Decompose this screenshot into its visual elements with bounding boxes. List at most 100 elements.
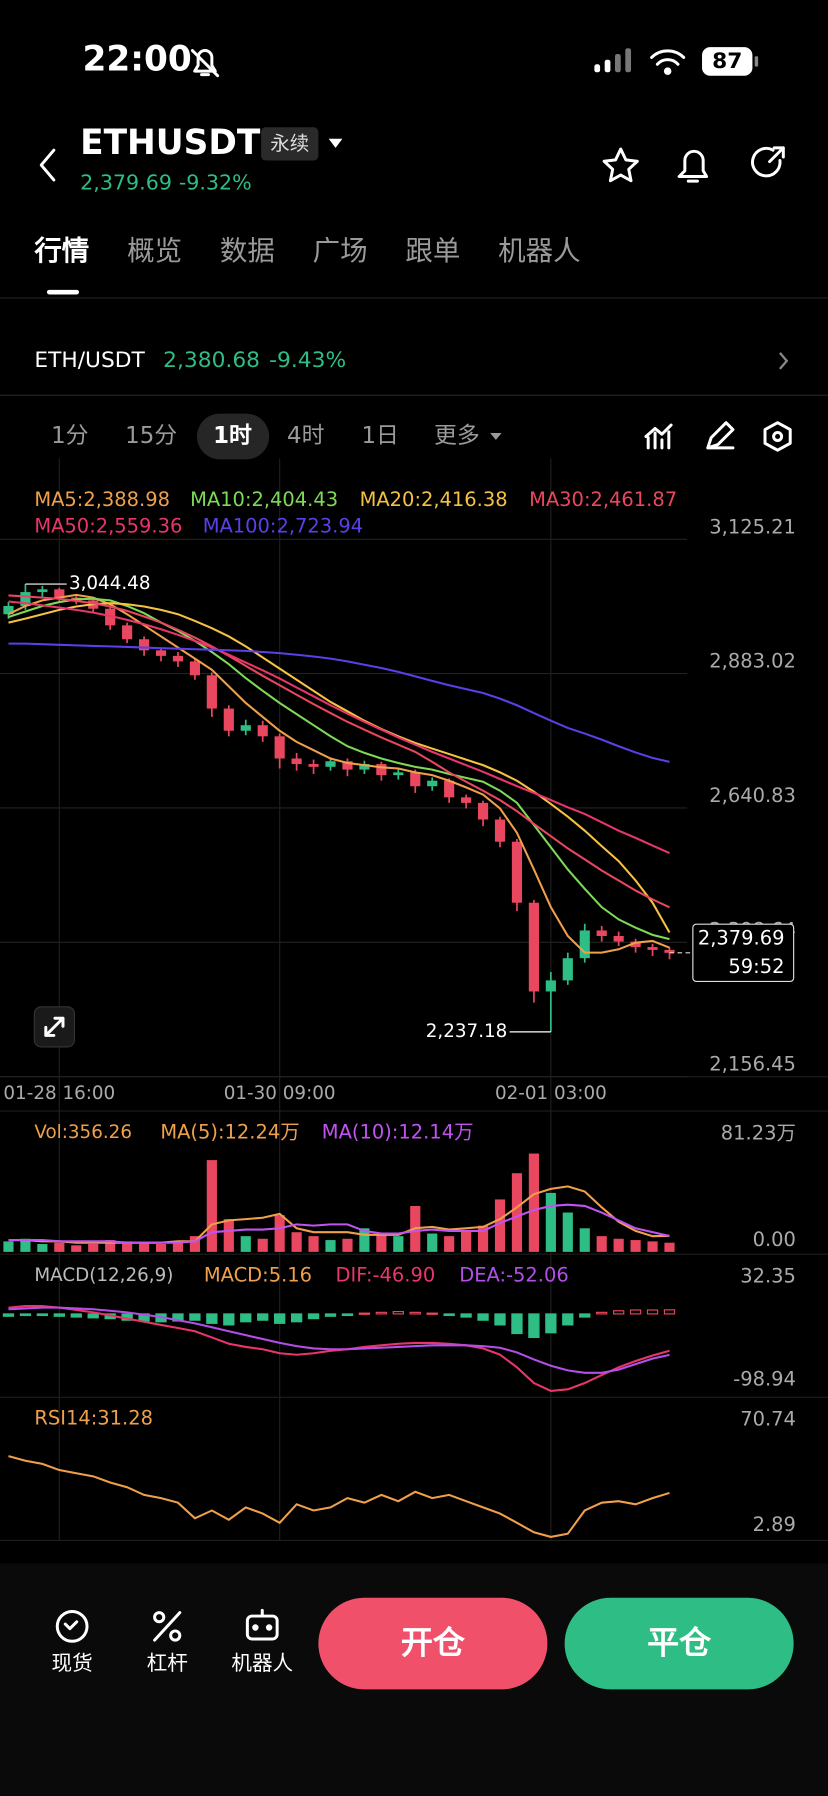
ma-line (8, 600, 670, 855)
symbol[interactable]: ETHUSDT (80, 123, 261, 163)
battery-cap (754, 56, 759, 67)
ticker[interactable]: ETH/USDT 2,380.68 -9.43% (34, 348, 346, 373)
ma-line (8, 594, 670, 909)
interval[interactable]: 更多 (434, 423, 480, 449)
candle-body (647, 947, 658, 950)
volume-bar (511, 1173, 523, 1252)
candle-body (155, 650, 167, 656)
open-button-bg[interactable] (318, 1597, 548, 1690)
nav-label[interactable]: 机器人 (231, 1651, 293, 1675)
bottom-nav: 现货 杠杆 机器人 (52, 1651, 294, 1675)
macd-bar (189, 1313, 201, 1321)
candle-body (325, 761, 336, 767)
battery-level: 87 (712, 49, 742, 74)
tab[interactable]: 数据 (220, 235, 275, 267)
macd-bar (341, 1313, 354, 1317)
badge-bg (261, 127, 319, 161)
macd-bar (443, 1313, 455, 1317)
tab[interactable]: 跟单 (405, 235, 460, 267)
macd-bar (477, 1313, 489, 1321)
macd-bar (579, 1313, 591, 1318)
volume-bar (376, 1233, 387, 1252)
close-button-bg[interactable] (564, 1597, 794, 1690)
expand-button[interactable] (33, 1006, 76, 1048)
symbol-dropdown[interactable] (328, 138, 343, 148)
y-tick-label: 0.00 (753, 1228, 796, 1251)
candle-body (308, 764, 319, 767)
signal-icon (594, 48, 632, 73)
volume-bar (494, 1199, 506, 1252)
ticker-change: -9.43% (269, 348, 346, 373)
nav-label[interactable]: 现货 (52, 1651, 93, 1675)
volume-bar (257, 1238, 268, 1252)
margin-icon[interactable] (153, 1611, 182, 1642)
panel-title: Vol:356.26 (34, 1122, 132, 1143)
draw-button[interactable] (706, 421, 735, 450)
interval[interactable]: 1时 (213, 423, 252, 449)
legend-entry: RSI14:31.28 (34, 1407, 153, 1430)
candle-body (257, 725, 268, 737)
legend-entry: MA5:2,388.98 (34, 488, 170, 511)
interval[interactable]: 1分 (51, 423, 88, 449)
volume-bar (138, 1242, 150, 1252)
volume-bar (664, 1242, 675, 1252)
volume-bar (189, 1236, 201, 1252)
volume-bar (461, 1230, 472, 1252)
candle-body (376, 764, 387, 776)
header-price: 2,379.69 -9.32% (80, 170, 252, 194)
candle-body (359, 764, 370, 770)
macd-bar (392, 1310, 404, 1315)
macd-bar (375, 1311, 388, 1315)
battery (702, 47, 753, 76)
back-button[interactable] (39, 148, 56, 182)
bot-icon[interactable] (245, 1608, 279, 1641)
volume-bar (647, 1241, 658, 1252)
max-label: 3,044.48 (69, 573, 151, 594)
interval[interactable]: 15分 (125, 423, 177, 449)
volume-bar (562, 1212, 573, 1252)
interval[interactable]: 1日 (361, 423, 398, 449)
candle-body (562, 958, 573, 981)
volume-bar (223, 1219, 234, 1252)
nav-label[interactable]: 杠杆 (147, 1651, 188, 1675)
favorite-button[interactable] (602, 147, 639, 183)
volume-bar (393, 1236, 404, 1252)
indicator-button[interactable] (644, 423, 673, 450)
macd-bar (70, 1313, 82, 1318)
tab[interactable]: 广场 (313, 235, 368, 267)
tab[interactable]: 概览 (127, 235, 182, 267)
macd-bar (274, 1313, 286, 1324)
y-tick-label: 2,156.45 (709, 1053, 796, 1076)
close-button[interactable]: 平仓 (647, 1624, 712, 1662)
interval[interactable]: 4时 (287, 423, 325, 449)
macd-bar (545, 1313, 557, 1334)
alert-button[interactable] (677, 149, 709, 183)
change: -9.32% (179, 170, 252, 194)
mute-icon (190, 49, 220, 78)
spot-icon[interactable] (55, 1609, 89, 1643)
volume-bar (613, 1238, 624, 1252)
tab[interactable]: 机器人 (498, 235, 580, 267)
legend-entry: DIF:-46.90 (336, 1263, 436, 1286)
x-tick-label: 01-28 16:00 (3, 1083, 115, 1104)
y-tick-label: 32.35 (740, 1265, 796, 1288)
status-time: 22:00 (82, 39, 191, 79)
candle-body (20, 592, 31, 606)
volume-bar (3, 1241, 14, 1252)
volume-bar (596, 1236, 607, 1252)
settings-button[interactable] (763, 421, 792, 452)
y-tick-label: 81.23万 (721, 1121, 796, 1144)
volume-bar (308, 1236, 319, 1252)
legend-entry: MA100:2,723.94 (203, 514, 363, 537)
tab[interactable]: 行情 (33, 235, 89, 267)
pair: ETH/USDT (34, 348, 145, 373)
volume-bar (155, 1244, 167, 1252)
volume-bar (71, 1245, 82, 1252)
macd-bar (612, 1310, 625, 1315)
open-button[interactable]: 开仓 (401, 1624, 466, 1662)
legend-entry: MA30:2,461.87 (529, 488, 677, 511)
macd-bar (2, 1313, 15, 1317)
candle-body (427, 780, 438, 787)
share-button[interactable] (751, 146, 785, 178)
